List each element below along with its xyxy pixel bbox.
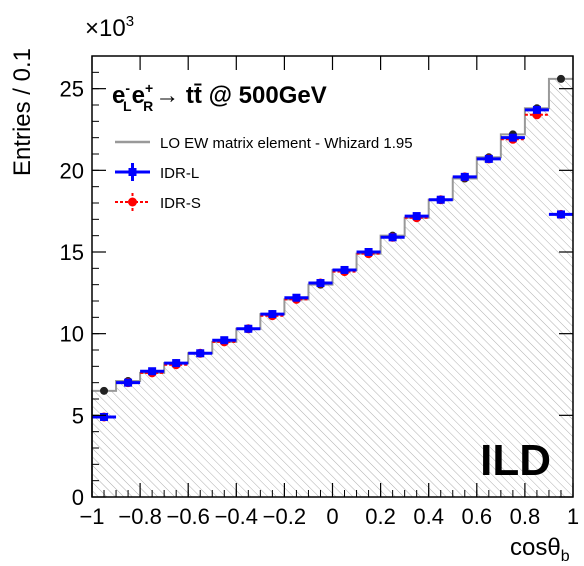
x-tick-label: 0.4: [413, 504, 444, 529]
legend-marker-sample: [128, 197, 137, 207]
idr-l-point: [220, 336, 229, 345]
idr-l-point: [364, 248, 373, 256]
idr-l-point: [460, 172, 469, 181]
idr-l-point: [484, 154, 493, 163]
idr-l-point: [412, 212, 421, 221]
experiment-label: ILD: [480, 436, 551, 485]
idr-l-point: [436, 195, 445, 204]
x-tick-label: −0.4: [215, 504, 258, 529]
idr-l-point: [196, 349, 205, 358]
legend: LO EW matrix element - Whizard 1.95 IDR-L…: [115, 135, 413, 212]
idr-l-series: [92, 105, 573, 421]
idr-l-point: [532, 105, 541, 114]
legend-label: LO EW matrix element - Whizard 1.95: [160, 135, 413, 152]
idr-l-point: [292, 293, 301, 302]
idr-l-point: [100, 412, 109, 421]
y-axis-multiplier: ×103: [85, 13, 134, 42]
idr-l-point: [316, 279, 325, 288]
idr-l-point: [148, 367, 157, 376]
idr-l-point: [268, 310, 277, 319]
x-tick-label: −1: [79, 504, 104, 529]
x-tick-label: −0.8: [118, 504, 161, 529]
x-tick-label: 0.2: [365, 504, 396, 529]
y-tick-label: 5: [72, 403, 84, 428]
y-tick-label: 25: [60, 77, 84, 102]
x-tick-label: 0.6: [462, 504, 493, 529]
process-label: e-Le+ R→ tt̄ @ 500GeV: [112, 80, 327, 114]
idr-l-point: [556, 210, 565, 219]
idr-l-point: [388, 233, 397, 242]
x-tick-label: 0.8: [510, 504, 541, 529]
x-axis-label: cosθb: [510, 534, 570, 561]
idr-l-point: [508, 133, 517, 142]
legend-marker-sample: [128, 168, 137, 176]
idr-l-point: [172, 359, 181, 368]
x-tick-label: −0.6: [166, 504, 209, 529]
x-tick-label: −0.2: [263, 504, 306, 529]
axes: −1 −0.8 −0.6 −0.4 −0.2 0 0.2 0.4 0.6 0.8 105101520…: [60, 55, 579, 529]
idr-l-point: [340, 265, 349, 274]
y-tick-label: 10: [60, 322, 84, 347]
whizard-point: [556, 74, 565, 83]
idr-l-point: [124, 378, 133, 387]
x-tick-label: 1: [567, 504, 579, 529]
y-tick-label: 0: [72, 485, 84, 510]
whizard-point: [100, 386, 109, 395]
y-axis-label: Entries / 0.1: [9, 48, 36, 176]
x-tick-label: 0: [326, 504, 338, 529]
y-tick-label: 15: [60, 240, 84, 265]
legend-label: IDR-S: [160, 195, 201, 212]
idr-l-point: [244, 324, 253, 333]
legend-label: IDR-L: [160, 165, 199, 182]
y-tick-label: 20: [60, 158, 84, 183]
